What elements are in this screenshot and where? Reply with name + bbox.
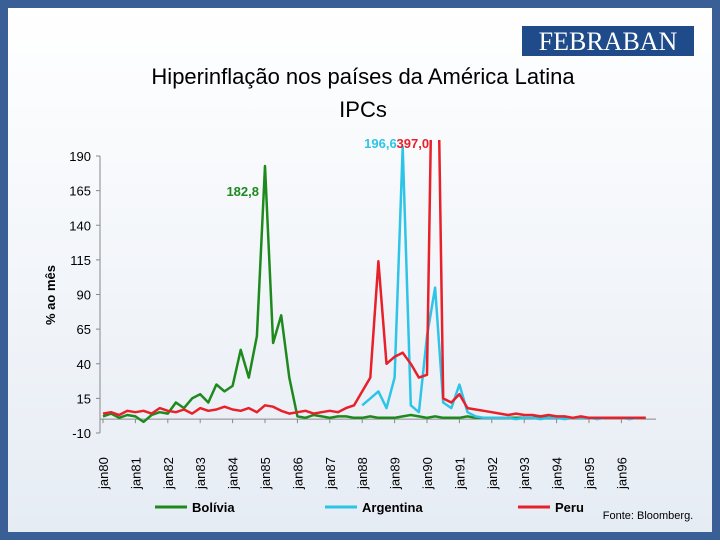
y-tick-label: 115 — [70, 253, 91, 268]
x-tick-label: jan83 — [193, 457, 208, 490]
x-tick-label: jan90 — [420, 457, 435, 490]
x-tick-label: jan91 — [452, 457, 467, 490]
y-tick-label: 65 — [77, 322, 91, 337]
x-tick-label: jan86 — [290, 457, 305, 490]
y-tick-label: 90 — [77, 288, 91, 303]
y-axis-label: % ao mês — [43, 265, 58, 325]
x-tick-label: jan88 — [355, 457, 370, 490]
legend-label: Argentina — [362, 500, 423, 515]
legend-label: Bolívia — [192, 500, 235, 515]
y-tick-label: -10 — [72, 426, 91, 441]
logo-bg — [522, 26, 694, 56]
x-tick-label: jan95 — [582, 457, 597, 490]
x-tick-label: jan92 — [485, 457, 500, 490]
source: Fonte: Bloomberg. — [603, 510, 694, 522]
x-tick-label: jan89 — [388, 457, 403, 490]
x-tick-label: jan81 — [128, 457, 143, 490]
title-line: Hiperinflação nos países da América Lati… — [151, 64, 575, 89]
peak-label: 196,6 — [364, 136, 397, 151]
x-tick-label: jan84 — [226, 457, 241, 490]
lines — [102, 140, 646, 424]
x-tick-label: jan96 — [614, 457, 629, 490]
y-tick-label: 190 — [69, 149, 91, 164]
x-tick-label: jan85 — [258, 457, 273, 490]
peak-label: 182,8 — [226, 184, 259, 199]
x-tick-label: jan87 — [323, 457, 338, 490]
y-tick-label: 40 — [77, 357, 91, 372]
logo: FEBRABAN — [539, 27, 678, 56]
x-tick-label: jan82 — [161, 457, 176, 490]
x-tick-label: jan94 — [550, 457, 565, 490]
peak-label: 397,0 — [397, 136, 430, 151]
y-tick-label: 15 — [77, 391, 91, 406]
y-tick-label: 140 — [69, 218, 91, 233]
legend-label: Peru — [555, 500, 584, 515]
slide-bg — [8, 8, 712, 532]
series-line — [102, 140, 646, 420]
x-tick-label: jan80 — [96, 457, 111, 490]
title-line: IPCs — [339, 97, 387, 122]
x-tick-label: jan93 — [517, 457, 532, 490]
y-tick-label: 165 — [69, 184, 91, 199]
